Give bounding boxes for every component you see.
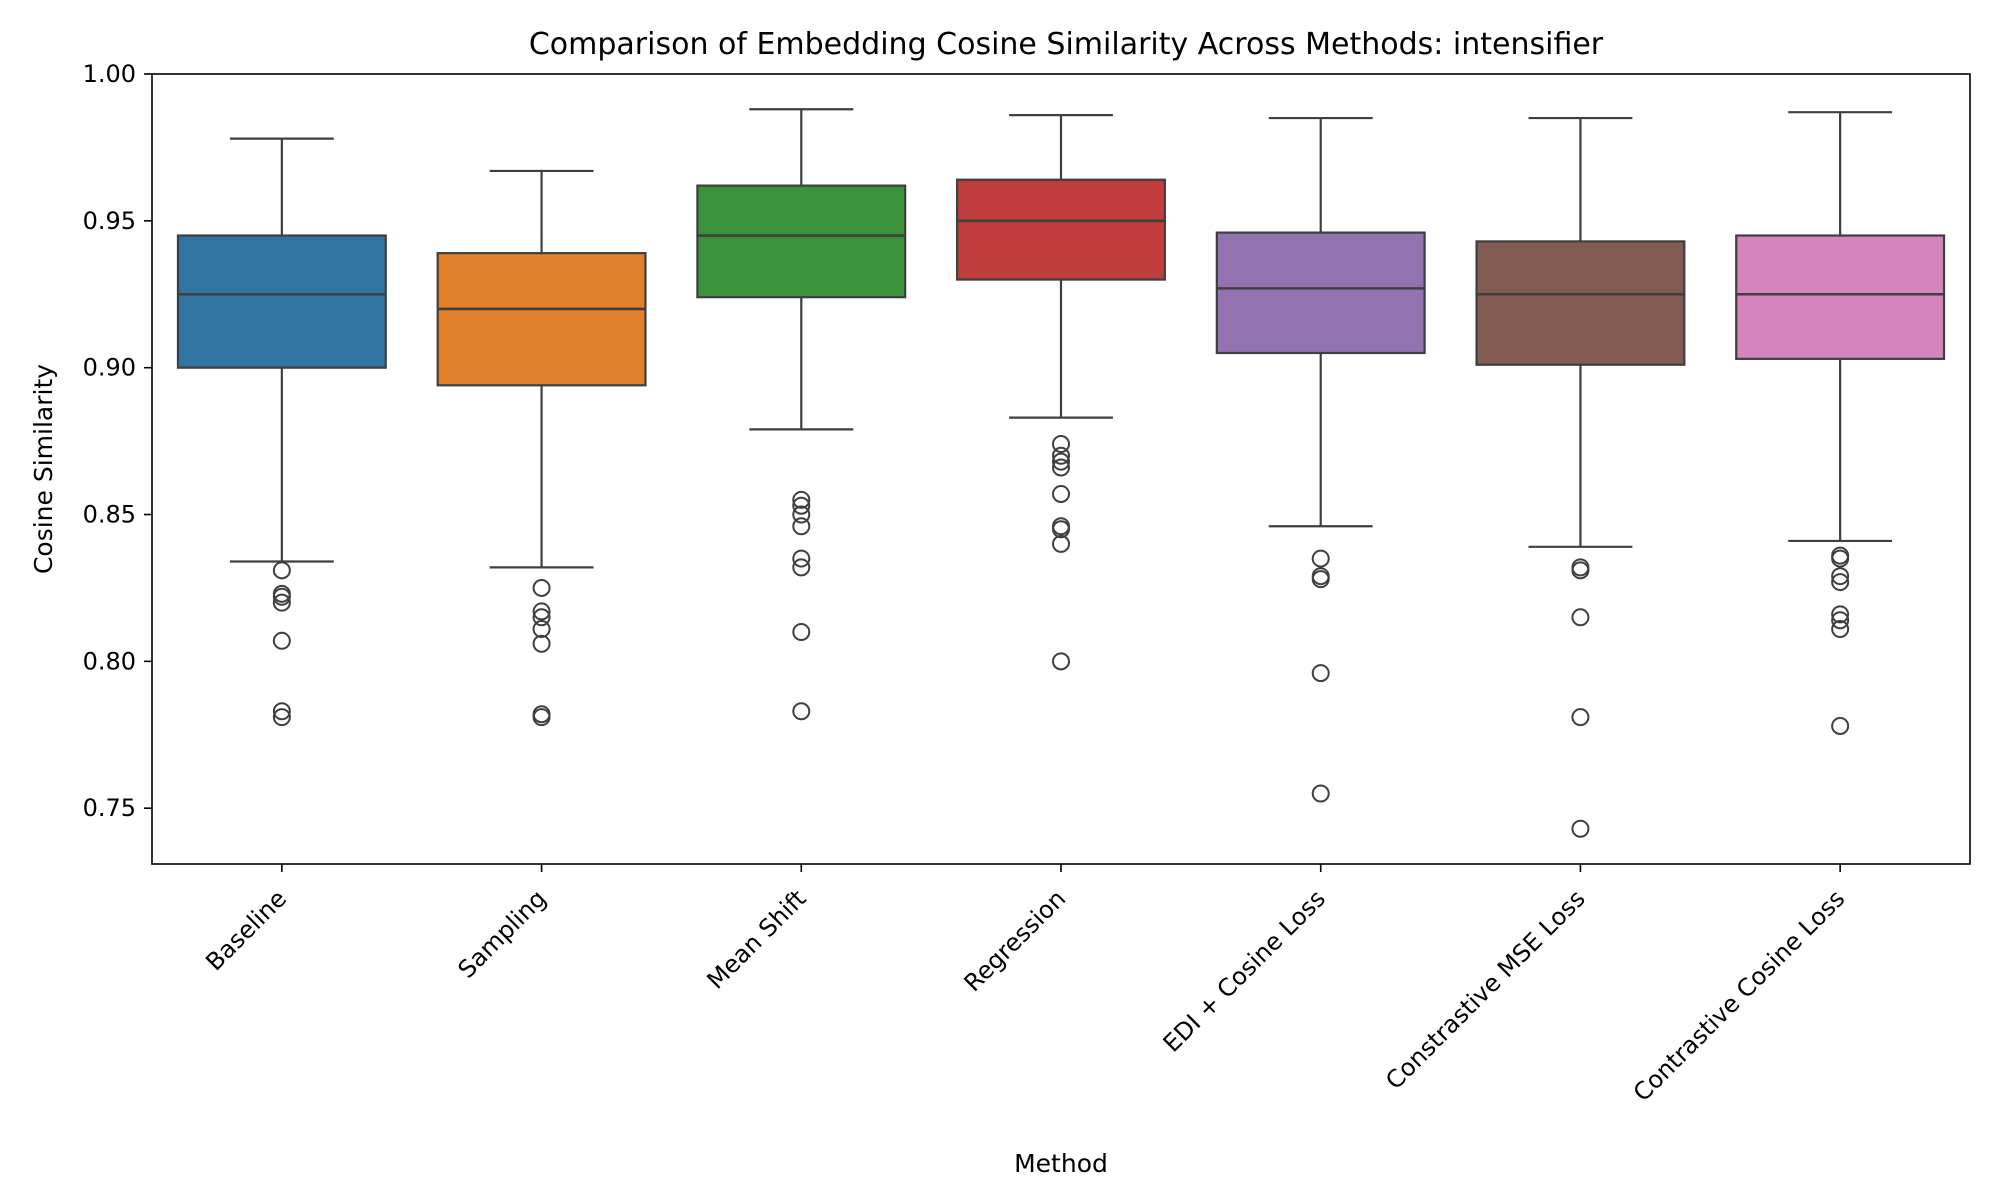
outlier-point <box>1311 784 1330 803</box>
outlier-point <box>1311 549 1330 568</box>
outlier-point <box>792 505 811 524</box>
outlier-point <box>272 587 291 606</box>
chart-title: Comparison of Embedding Cosine Similarit… <box>529 27 1604 62</box>
outlier-point <box>792 496 811 515</box>
outlier-point <box>1052 520 1070 539</box>
iqr-box <box>696 184 907 299</box>
y-axis-label: Cosine Similarity <box>29 364 58 574</box>
iqr-box <box>1735 234 1946 360</box>
outlier-point <box>1831 611 1850 630</box>
y-tick-label: 0.85 <box>83 501 136 529</box>
outlier-point <box>532 602 551 621</box>
outlier-point <box>1052 484 1070 503</box>
box-group <box>956 114 1166 671</box>
y-tick-label: 0.90 <box>83 354 136 382</box>
outlier-point <box>792 517 811 536</box>
outlier-point <box>1831 605 1850 624</box>
iqr-box <box>1215 231 1426 355</box>
outlier-point <box>1052 652 1070 671</box>
box-group <box>1475 116 1686 838</box>
outlier-point <box>1571 608 1590 627</box>
box-group <box>436 169 647 727</box>
outlier-point <box>792 549 811 568</box>
outlier-point <box>272 702 291 721</box>
box-group <box>176 137 387 727</box>
box-group <box>696 108 907 721</box>
iqr-box <box>956 178 1166 281</box>
box-group <box>1735 111 1946 735</box>
outlier-point <box>1571 819 1590 838</box>
outlier-point <box>532 620 551 639</box>
outlier-point <box>1052 446 1070 465</box>
outlier-point <box>792 702 811 721</box>
outlier-point <box>1052 452 1070 471</box>
outlier-point <box>272 593 291 612</box>
outlier-point <box>1052 458 1070 477</box>
box-group <box>1215 116 1426 803</box>
iqr-box <box>436 252 647 387</box>
outlier-point <box>1052 534 1070 553</box>
outlier-point <box>1831 573 1850 592</box>
outlier-point <box>532 708 551 727</box>
y-tick-label: 0.95 <box>83 207 136 235</box>
x-axis-label: Method <box>1014 1149 1108 1178</box>
outlier-point <box>532 608 551 627</box>
outlier-point <box>1831 716 1850 735</box>
y-tick-label: 0.75 <box>83 794 136 822</box>
outlier-point <box>1831 620 1850 639</box>
boxes-layer <box>176 108 1946 838</box>
outlier-point <box>532 578 551 597</box>
outlier-point <box>272 631 291 650</box>
outlier-point <box>792 622 811 641</box>
outlier-point <box>792 490 811 509</box>
plot-frame <box>151 73 1971 865</box>
y-axis: 0.75 0.80 0.85 0.90 0.95 1.00 <box>83 60 152 822</box>
outlier-point <box>792 558 811 577</box>
outlier-point <box>272 561 291 580</box>
outlier-point <box>1311 664 1330 683</box>
outlier-point <box>1831 549 1850 568</box>
outlier-point <box>1311 570 1330 589</box>
outlier-point <box>1571 561 1590 580</box>
outlier-point <box>1831 567 1850 586</box>
y-tick-label: 1.00 <box>83 60 136 88</box>
y-tick-label: 0.80 <box>83 647 136 675</box>
iqr-box <box>1475 240 1686 366</box>
outlier-point <box>1571 708 1590 727</box>
outlier-point <box>272 708 291 727</box>
outlier-point <box>1052 435 1070 454</box>
outlier-point <box>532 634 551 653</box>
iqr-box <box>176 234 387 369</box>
